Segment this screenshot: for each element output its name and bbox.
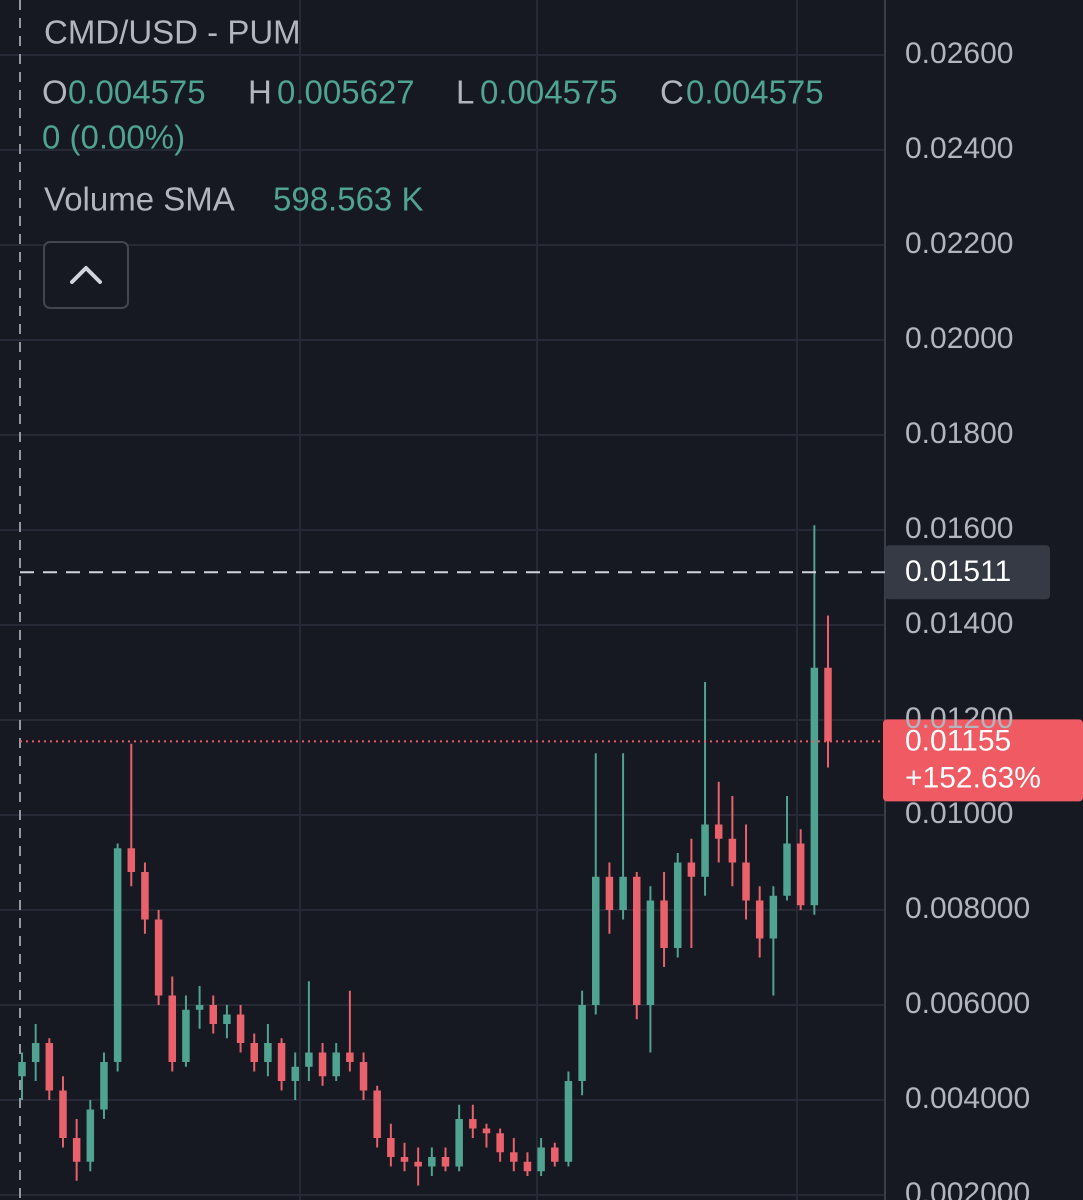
candle-body [264,1043,272,1063]
candle-body [387,1138,395,1158]
y-tick-label: 0.02400 [905,132,1013,165]
candle-body [701,824,709,877]
candle-body [127,848,136,873]
candle-body [373,1090,381,1139]
candle-body [428,1157,436,1167]
candle-body [687,862,696,877]
candle-body [673,862,682,949]
candle-body [154,919,163,996]
candle-body [742,862,750,901]
y-tick-label: 0.01600 [905,512,1013,545]
candle-body [113,848,122,1063]
y-tick-label: 0.002000 [905,1177,1030,1200]
candle-body [236,1014,245,1044]
grid [0,0,885,1200]
candle-body [632,876,641,1006]
legend-change: 0 (0.00%) [42,119,185,156]
candle-body [714,824,723,839]
price-label: 0.01155 [905,724,1011,757]
y-tick-label: 0.01200 [905,702,1013,735]
price-label-box [883,719,1083,802]
candle-body [551,1147,559,1162]
legend-label: C [660,74,684,111]
candle-body [455,1119,463,1167]
candle-body [564,1081,573,1162]
candle-body [141,872,149,920]
candle-body [31,1043,40,1063]
candle-body [414,1161,422,1167]
collapse-button[interactable] [43,241,129,309]
y-tick-label: 0.02000 [905,322,1013,355]
y-tick-label: 0.01000 [905,797,1013,830]
candle-body [223,1014,231,1025]
candle-body [332,1052,340,1077]
candle-body [796,843,805,906]
candle-body [45,1043,54,1091]
candle-body [209,1005,218,1025]
candle-body [305,1052,313,1067]
candle-body [660,900,668,949]
legend-value: 0.005627 [277,74,415,111]
button-frame[interactable] [43,241,129,309]
candle-body [783,843,791,896]
legend-value: 0.004575 [480,74,618,111]
candle-body [59,1090,67,1139]
candle-body [592,876,600,1006]
candle-body [400,1157,409,1162]
y-tick-label: 0.004000 [905,1082,1030,1115]
price-change-label: +152.63% [905,761,1041,794]
candle-body [646,900,655,1006]
chevron-up-icon[interactable] [70,266,102,284]
y-tick-label: 0.01800 [905,417,1013,450]
candle-body [769,895,778,939]
candle-body [195,1005,204,1010]
candle-body [523,1161,532,1172]
candle-body [469,1119,477,1129]
overlay: 0.01511 0.01155 +152.63% [20,545,1083,802]
candle-body [578,1005,586,1082]
candle-body [537,1147,545,1172]
candle-body [810,667,819,906]
candle-body [755,900,764,939]
y-tick-label: 0.02200 [905,227,1013,260]
y-tick-label: 0.008000 [905,892,1030,925]
legend-label: O [42,74,68,111]
candle-body [72,1138,81,1162]
candle-body [18,1062,26,1077]
candle-body [619,876,627,911]
legend-label: H [248,74,272,111]
candle-body [86,1109,95,1162]
candle-body [496,1133,504,1153]
price-label-box [885,545,1050,600]
candle-body [291,1066,299,1082]
symbol-title: CMD/USD - PUM [44,14,301,51]
y-tick-label: 0.02600 [905,37,1013,70]
candle-body [359,1062,368,1091]
indicator-name: Volume SMA [44,181,235,218]
candle-body [482,1128,491,1134]
indicator-value: 598.563 K [273,181,423,218]
candle-body [441,1157,450,1167]
candle-body [605,876,614,911]
legend-value: 0.004575 [686,74,824,111]
legend-label: L [456,74,474,111]
candle-body [510,1152,518,1162]
candle-body [250,1043,258,1063]
candle-body [277,1043,286,1082]
y-tick-label: 0.01400 [905,607,1013,640]
candles [18,525,832,1186]
candle-body [728,838,737,863]
candle-body [168,995,177,1063]
candle-body [346,1052,354,1063]
candle-body [182,1009,190,1063]
candle-body [824,667,832,742]
legend-value: 0.004575 [68,74,206,111]
candle-body [318,1052,327,1077]
y-tick-label: 0.006000 [905,987,1030,1020]
price-label: 0.01511 [905,555,1011,588]
candle-body [100,1062,108,1110]
